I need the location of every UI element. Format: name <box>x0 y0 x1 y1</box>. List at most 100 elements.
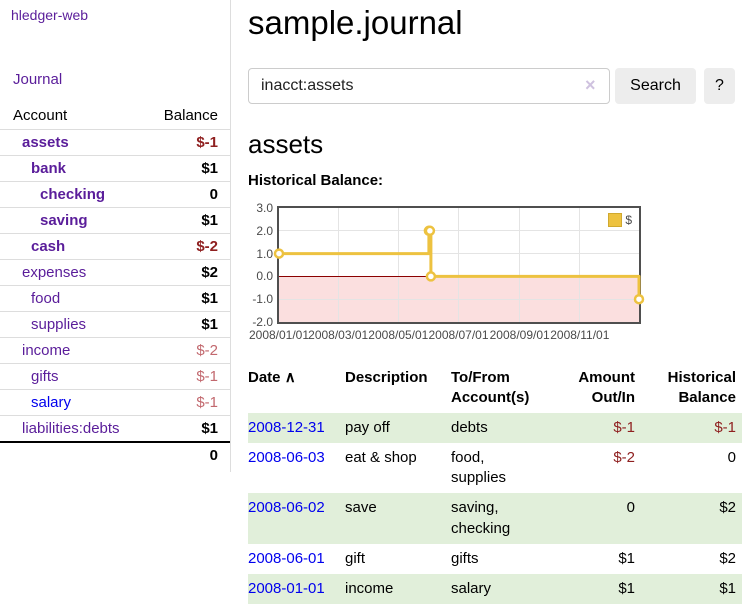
table-row: assets $-1 <box>0 129 230 156</box>
transaction-balance: $-1 <box>714 418 736 436</box>
help-button[interactable]: ? <box>704 68 735 104</box>
sidebar-account-liabilities-debts[interactable]: liabilities:debts <box>22 420 120 437</box>
series-line <box>273 225 645 305</box>
sidebar-account-gifts[interactable]: gifts <box>31 368 59 385</box>
accounts-total-row: 0 <box>0 442 230 468</box>
transaction-amount: 0 <box>626 499 635 517</box>
sidebar-account-cash[interactable]: cash <box>31 238 66 255</box>
table-row: checking 0 <box>0 181 230 208</box>
account-balance: $-2 <box>148 233 230 260</box>
table-row: cash $-2 <box>0 233 230 260</box>
accounts-header-row: Account Balance <box>0 103 230 130</box>
transaction-balance: $1 <box>719 580 736 597</box>
transaction-description: save <box>345 499 377 517</box>
sidebar-account-checking[interactable]: checking <box>40 186 106 203</box>
account-page-title: assets <box>248 129 324 159</box>
account-balance: $1 <box>148 155 230 182</box>
account-balance: $1 <box>148 207 230 234</box>
column-header-description: Description <box>345 369 428 386</box>
register-table: Date ∧ Description To/From Account(s) Am… <box>248 366 742 604</box>
transaction-date-link[interactable]: 2008-01-01 <box>248 580 325 597</box>
account-balance: $-1 <box>148 363 230 390</box>
sidebar-account-supplies[interactable]: supplies <box>31 316 87 333</box>
accounts-table: Account Balance assets $-1 bank $1 check… <box>0 103 230 468</box>
sidebar-account-expenses[interactable]: expenses <box>22 264 87 281</box>
column-header-accounts: To/From Account(s) <box>451 369 530 407</box>
column-header-balance: Historical Balance <box>667 369 736 407</box>
table-row: expenses $2 <box>0 259 230 286</box>
clear-search-icon[interactable]: × <box>585 75 596 95</box>
table-row: saving $1 <box>0 207 230 234</box>
page-title: sample.journal <box>248 4 463 41</box>
transaction-description: income <box>345 580 394 597</box>
register-header-row: Date ∧ Description To/From Account(s) Am… <box>248 366 742 413</box>
legend-label: $ <box>625 213 632 227</box>
transaction-balance: $2 <box>719 499 736 517</box>
accounts-total-value: 0 <box>209 447 218 464</box>
transaction-amount: $-1 <box>613 418 635 436</box>
transaction-amount: $-2 <box>613 448 635 466</box>
sidebar-account-saving[interactable]: saving <box>40 212 88 229</box>
search-form: × Search ? <box>248 68 742 104</box>
sidebar-account-assets[interactable]: assets <box>22 134 69 151</box>
transaction-balance: $2 <box>719 549 736 567</box>
table-row: 2008-12-31 pay off debts $-1 $-1 <box>248 412 742 443</box>
search-button[interactable]: Search <box>615 68 696 104</box>
chart-canvas[interactable]: $ <box>273 206 645 324</box>
transaction-accounts: gifts <box>451 549 479 567</box>
account-balance: $2 <box>148 259 230 286</box>
table-row: bank $1 <box>0 155 230 182</box>
account-balance: $1 <box>148 415 230 443</box>
table-row: salary $-1 <box>0 389 230 416</box>
column-header-amount: Amount Out/In <box>578 369 635 407</box>
accounts-header-balance: Balance <box>148 103 230 130</box>
table-row: liabilities:debts $1 <box>0 415 230 443</box>
chart-title: Historical Balance: <box>248 172 384 189</box>
table-row: food $1 <box>0 285 230 312</box>
transaction-description: eat & shop <box>345 448 417 466</box>
sidebar-account-food[interactable]: food <box>31 290 61 307</box>
chart-legend: $ <box>606 212 634 228</box>
app-title-link[interactable]: hledger-web <box>11 7 89 23</box>
transaction-date-link[interactable]: 2008-06-03 <box>248 448 325 466</box>
account-balance: $-2 <box>148 337 230 364</box>
transaction-date-link[interactable]: 2008-06-01 <box>248 549 325 567</box>
transaction-balance: 0 <box>727 448 736 466</box>
account-balance: $-1 <box>148 389 230 416</box>
transaction-accounts: salary <box>451 580 492 597</box>
sidebar-account-salary[interactable]: salary <box>31 394 72 411</box>
sidebar-account-income[interactable]: income <box>22 342 71 359</box>
table-row: supplies $1 <box>0 311 230 338</box>
plot-inner <box>279 208 639 322</box>
account-balance: $1 <box>148 311 230 338</box>
transaction-amount: $1 <box>618 580 635 597</box>
date-header-label: Date <box>248 369 281 386</box>
table-row: 2008-06-01 gift gifts $1 $2 <box>248 544 742 574</box>
column-header-date[interactable]: Date ∧ <box>248 366 345 413</box>
transaction-amount: $1 <box>618 549 635 567</box>
table-row: 2008-06-03 eat & shop food, supplies $-2… <box>248 443 742 494</box>
historical-balance-chart: 3.0 2.0 1.0 0.0 -1.0 -2.0 $ 2008/01/01 2008/03… <box>248 201 742 354</box>
account-balance: 0 <box>148 181 230 208</box>
table-row: 2008-01-01 income salary $1 $1 <box>248 574 742 604</box>
sidebar-account-bank[interactable]: bank <box>31 160 67 177</box>
sidebar-item-journal[interactable]: Journal <box>13 71 63 88</box>
search-input[interactable] <box>248 68 610 104</box>
table-row: income $-2 <box>0 337 230 364</box>
legend-swatch-icon <box>608 213 623 227</box>
sidebar: hledger-web Journal Account Balance asse… <box>0 0 231 472</box>
transaction-accounts: debts <box>451 418 488 436</box>
transaction-description: gift <box>345 549 366 567</box>
transaction-date-link[interactable]: 2008-12-31 <box>248 418 325 436</box>
transaction-accounts: saving, checking <box>451 499 511 537</box>
sort-asc-icon: ∧ <box>284 369 296 386</box>
table-row: 2008-06-02 save saving, checking 0 $2 <box>248 493 742 544</box>
account-balance: $1 <box>148 285 230 312</box>
account-balance: $-1 <box>148 129 230 156</box>
transaction-description: pay off <box>345 418 390 436</box>
table-row: gifts $-1 <box>0 363 230 390</box>
accounts-header-account: Account <box>0 103 149 130</box>
transaction-date-link[interactable]: 2008-06-02 <box>248 499 325 517</box>
main-content: sample.journal × Search ? assets Histori… <box>248 0 742 604</box>
transaction-accounts: food, supplies <box>451 448 507 486</box>
